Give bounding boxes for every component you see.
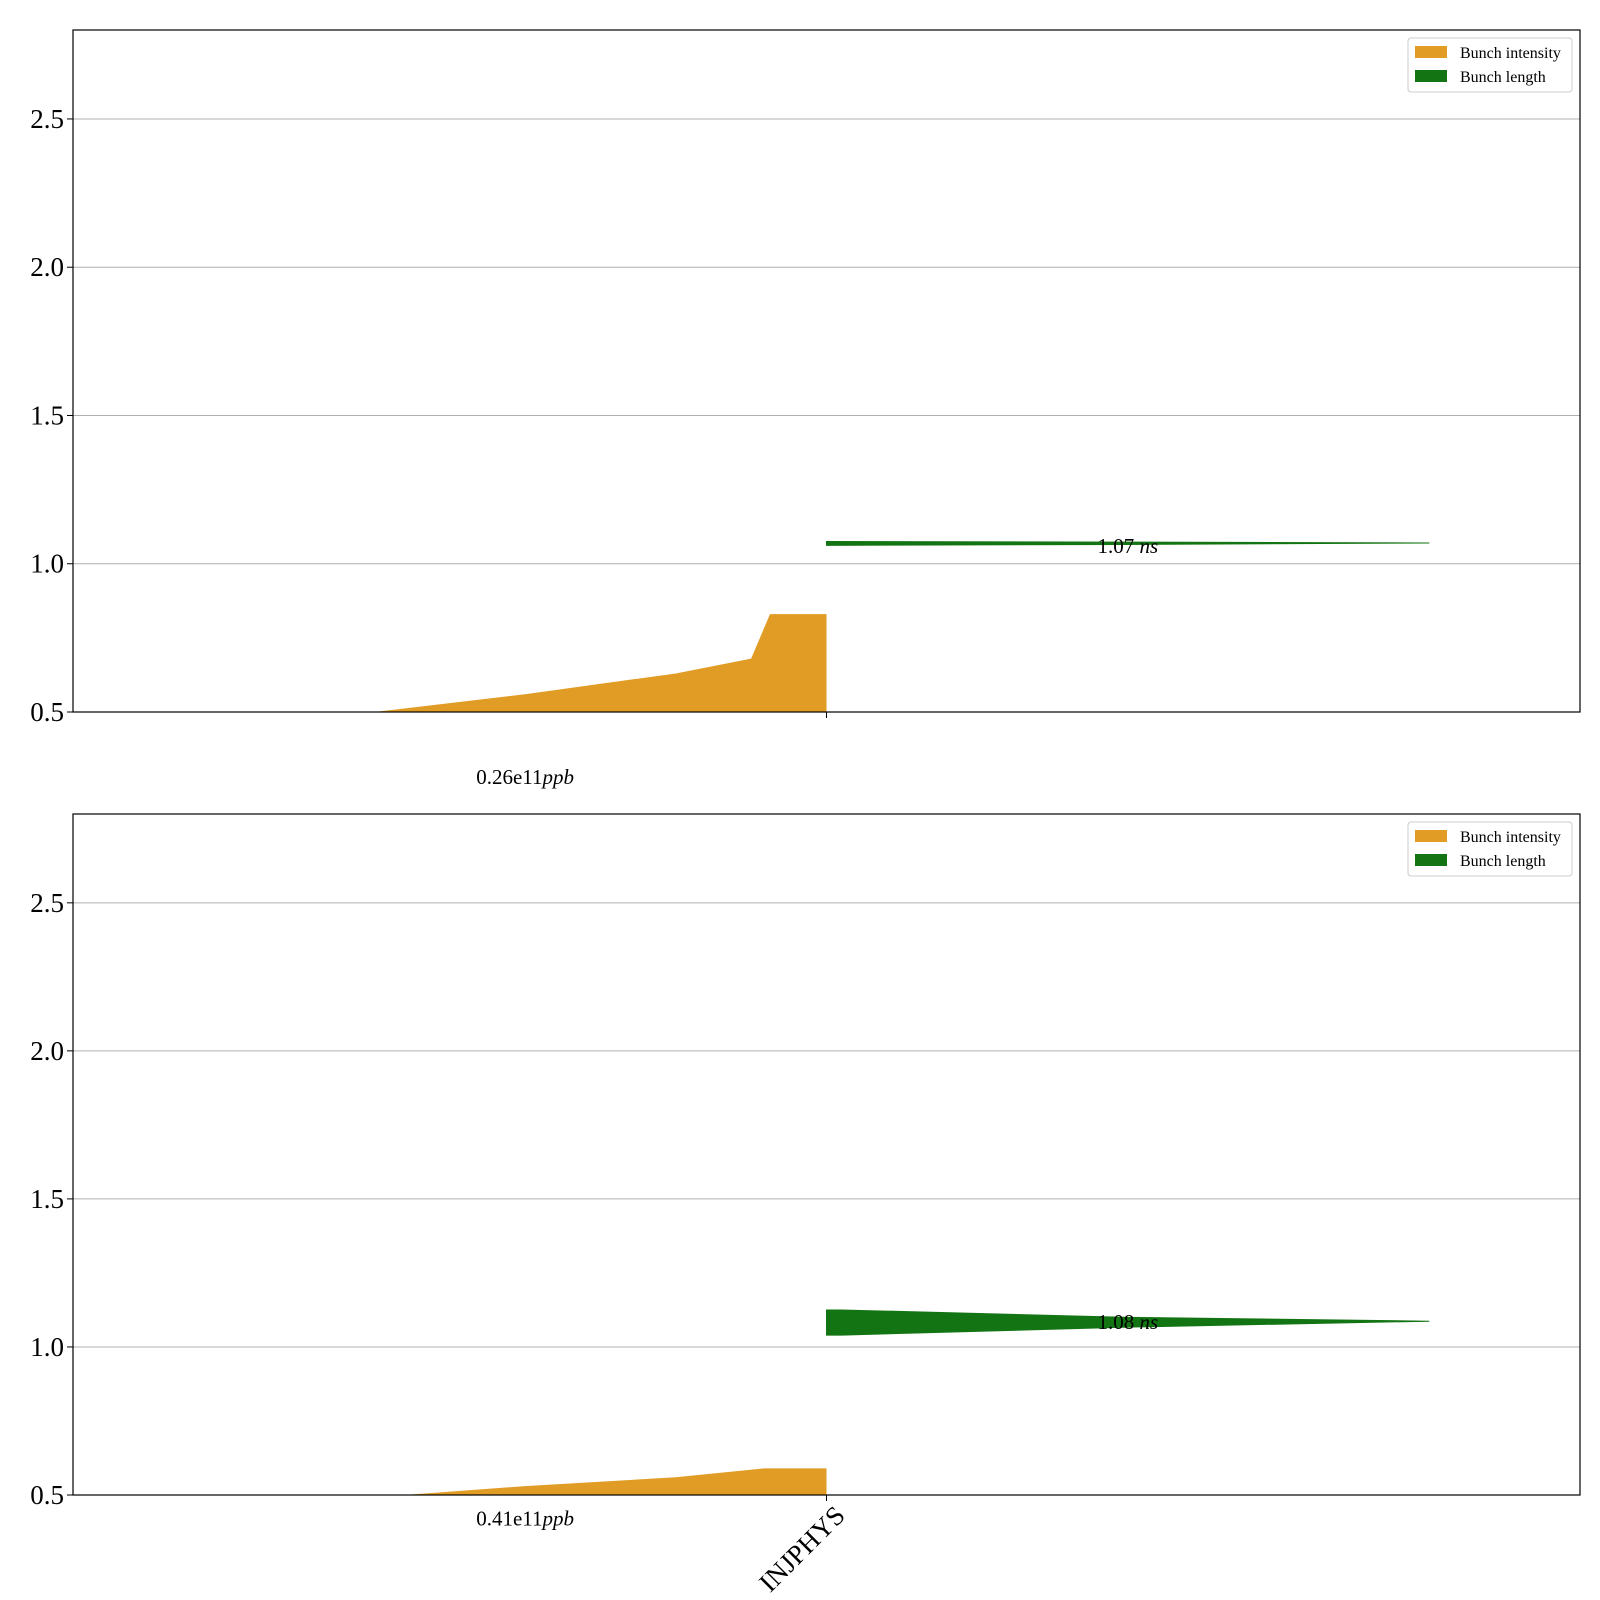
y-tick-label: 1.0 bbox=[30, 1332, 64, 1362]
plot-frame bbox=[72, 813, 1581, 1496]
value-annotation: 0.26e11ppb bbox=[476, 765, 574, 789]
annotation-unit: ppb bbox=[540, 1507, 574, 1531]
legend-box bbox=[1407, 37, 1573, 93]
legend: Bunch intensity Bunch length bbox=[1407, 37, 1573, 93]
legend-label: Bunch intensity bbox=[1460, 45, 1561, 62]
annotation-unit: ns bbox=[1140, 534, 1159, 558]
y-tick-label: 0.5 bbox=[30, 1480, 64, 1510]
value-annotation: 0.41e11ppb bbox=[476, 1507, 574, 1531]
bunch-intensity-area bbox=[374, 614, 827, 712]
y-tick-label: 1.5 bbox=[30, 1184, 64, 1214]
annotation-unit: ppb bbox=[540, 765, 574, 789]
y-tick-label: 2.5 bbox=[30, 888, 64, 918]
bunch-length-band bbox=[826, 1309, 1430, 1336]
x-tick-label: INJPHYS bbox=[753, 1500, 851, 1598]
bunch-length-band bbox=[826, 540, 1430, 546]
annotation-value: 1.07 bbox=[1098, 534, 1140, 558]
subplot-2: 0.5 1.0 1.5 2.0 2.5 INJPHYS 0.41e11ppb 1.08 ns B… bbox=[30, 813, 1581, 1598]
value-annotation: 1.08 ns bbox=[1098, 1310, 1159, 1334]
legend: Bunch intensity Bunch length bbox=[1407, 821, 1573, 877]
legend-swatch bbox=[1415, 830, 1447, 842]
annotation-value: 0.26e11 bbox=[476, 765, 542, 789]
legend-label: Bunch length bbox=[1460, 853, 1546, 870]
plot-frame bbox=[72, 29, 1581, 713]
annotation-value: 1.08 bbox=[1098, 1310, 1140, 1334]
y-tick-label: 1.0 bbox=[30, 549, 64, 579]
value-annotation: 1.07 ns bbox=[1098, 534, 1159, 558]
legend-box bbox=[1407, 821, 1573, 877]
legend-label: Bunch length bbox=[1460, 69, 1546, 86]
y-tick-label: 2.0 bbox=[30, 252, 64, 282]
y-tick-label: 0.5 bbox=[30, 697, 64, 727]
subplot-1: 0.5 1.0 1.5 2.0 2.5 0.26e11ppb 1.07 ns Bunch in… bbox=[30, 29, 1581, 789]
bunch-intensity-area bbox=[404, 1468, 827, 1495]
y-tick-label: 2.0 bbox=[30, 1036, 64, 1066]
y-tick-label: 1.5 bbox=[30, 400, 64, 430]
legend-swatch bbox=[1415, 70, 1447, 82]
legend-swatch bbox=[1415, 854, 1447, 866]
annotation-value: 0.41e11 bbox=[476, 1507, 542, 1531]
annotation-unit: ns bbox=[1140, 1310, 1159, 1334]
legend-swatch bbox=[1415, 46, 1447, 58]
legend-label: Bunch intensity bbox=[1460, 829, 1561, 846]
y-tick-label: 2.5 bbox=[30, 104, 64, 134]
